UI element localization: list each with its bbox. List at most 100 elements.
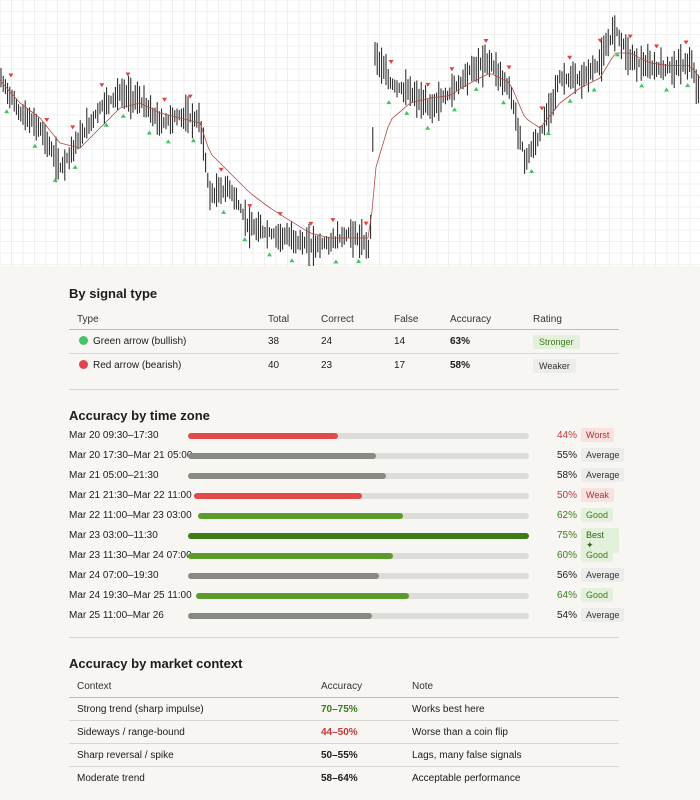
accuracy-percent: 75%	[556, 530, 577, 541]
time-zone-title: Accuracy by time zone	[69, 408, 210, 423]
accuracy-percent: 44%	[556, 430, 577, 441]
market-context-row: Strong trend (sharp impulse) 70–75% Works …	[69, 697, 619, 721]
signal-false: 14	[394, 329, 450, 354]
signal-total: 38	[268, 329, 321, 354]
time-zone-row: Mar 25 11:00–Mar 26 54% Average	[69, 606, 625, 626]
time-zone-row: Mar 21 21:30–Mar 22 11:00 50% Weak	[69, 486, 619, 506]
market-context-note: Works best here	[404, 697, 619, 721]
buy-signal-arrow-icon	[4, 109, 10, 114]
section-divider	[69, 389, 619, 390]
buy-signal-arrow-icon	[404, 110, 410, 115]
sell-signal-arrow-icon	[567, 55, 573, 60]
signal-rating-badge: Stronger	[533, 334, 580, 349]
buy-signal-arrow-icon	[639, 83, 645, 88]
sell-signal-arrow-icon	[125, 72, 131, 77]
accuracy-bar-track	[188, 573, 529, 579]
buy-signal-arrow-icon	[72, 164, 78, 169]
accuracy-bar-track	[188, 453, 529, 459]
time-zone-label: Mar 23 11:30–Mar 24 07:00	[69, 550, 192, 561]
col-rating: Rating	[533, 309, 619, 330]
sell-signal-arrow-icon	[654, 44, 659, 49]
buy-signal-arrow-icon	[591, 87, 597, 92]
col-accuracy: Accuracy	[450, 309, 533, 330]
sell-signal-arrow-icon	[247, 204, 253, 209]
accuracy-bar-fill	[188, 453, 376, 459]
time-zone-label: Mar 21 05:00–21:30	[69, 470, 159, 481]
buy-signal-arrow-icon	[567, 98, 573, 103]
time-zone-label: Mar 21 21:30–Mar 22 11:00	[69, 490, 192, 501]
signal-type-header-row: Type Total Correct False Accuracy Rating	[69, 309, 619, 330]
accuracy-percent: 54%	[556, 610, 577, 621]
col-type: Type	[69, 309, 268, 330]
buy-signal-arrow-icon	[221, 209, 227, 214]
accuracy-rating-badge: Good	[581, 548, 614, 562]
market-context-header-row: Context Accuracy Note	[69, 676, 619, 698]
accuracy-rating-badge: Average	[581, 448, 625, 462]
accuracy-percent: 55%	[556, 450, 577, 461]
sell-signal-arrow-icon	[187, 94, 193, 99]
buy-signal-arrow-icon	[501, 100, 506, 105]
buy-signal-arrow-icon	[386, 100, 392, 105]
sell-signal-arrow-icon	[70, 125, 76, 130]
accuracy-percent: 62%	[556, 510, 577, 521]
accuracy-rating-badge: Worst	[581, 428, 615, 442]
sell-signal-arrow-icon	[44, 118, 50, 122]
market-context-note: Acceptable performance	[412, 772, 521, 784]
time-zone-row: Mar 24 19:30–Mar 25 11:00 64% Good	[69, 586, 619, 606]
sell-signal-arrow-icon	[539, 106, 545, 111]
sell-signal-arrow-icon	[99, 83, 105, 88]
sell-signal-arrow-icon	[683, 40, 689, 45]
col-false: False	[394, 309, 450, 330]
market-context-note: Worse than a coin flip	[404, 720, 619, 744]
signal-type-title: By signal type	[69, 286, 158, 301]
market-context-accuracy: 50–55%	[313, 743, 404, 767]
accuracy-percent: 58%	[556, 470, 577, 481]
accuracy-rating-badge: Average	[581, 568, 625, 582]
signal-dot-icon	[79, 360, 88, 369]
buy-signal-arrow-icon	[146, 130, 152, 135]
sell-signal-arrow-icon	[449, 67, 455, 72]
market-context-accuracy: 70–75%	[313, 697, 404, 721]
accuracy-bar-track	[194, 493, 529, 499]
buy-signal-arrow-icon	[614, 52, 620, 57]
time-zone-row: Mar 23 11:30–Mar 24 07:00 60% Good	[69, 546, 619, 566]
signal-type-label: Green arrow (bullish)	[93, 336, 187, 347]
sell-signal-arrow-icon	[363, 221, 369, 226]
accuracy-bar-fill	[188, 433, 338, 439]
time-zone-label: Mar 24 07:00–19:30	[69, 570, 159, 581]
time-zone-row: Mar 20 09:30–17:30 44% Worst	[69, 426, 619, 446]
market-context-name: Moderate trend	[77, 772, 145, 784]
accuracy-bar-fill	[188, 473, 386, 479]
market-context-name: Sharp reversal / spike	[69, 743, 313, 767]
buy-signal-arrow-icon	[356, 258, 362, 263]
signal-accuracy: 58%	[450, 360, 471, 371]
accuracy-bar-fill	[188, 613, 372, 619]
accuracy-bar-track	[188, 533, 529, 539]
section-divider	[69, 637, 619, 638]
time-zone-label: Mar 20 17:30–Mar 21 05:00	[69, 450, 193, 461]
buy-signal-arrow-icon	[120, 113, 126, 118]
time-zone-label: Mar 25 11:00–Mar 26	[69, 610, 164, 621]
signal-row: Green arrow (bullish) 38 24 14 63% Stronger	[69, 329, 619, 354]
market-context-accuracy: 44–50%	[313, 720, 404, 744]
buy-signal-arrow-icon	[190, 138, 196, 143]
accuracy-bar-track	[196, 593, 529, 599]
time-zone-label: Mar 20 09:30–17:30	[69, 430, 159, 441]
signal-dot-icon	[79, 336, 88, 345]
sell-signal-arrow-icon	[425, 82, 431, 87]
accuracy-bar-fill	[194, 493, 362, 499]
sell-signal-arrow-icon	[8, 73, 14, 78]
price-chart[interactable]	[0, 0, 700, 266]
sell-signal-arrow-icon	[627, 34, 633, 39]
accuracy-bar-track	[188, 553, 529, 559]
accuracy-rating-badge: Good	[581, 508, 614, 522]
buy-signal-arrow-icon	[165, 139, 171, 144]
sell-signal-arrow-icon	[308, 221, 314, 226]
time-zone-row: Mar 22 11:00–Mar 23 03:00 62% Good	[69, 506, 619, 526]
col-context: Context	[69, 676, 313, 698]
signal-correct: 24	[321, 329, 394, 354]
signal-rating-badge: Weaker	[533, 358, 576, 373]
accuracy-bar-fill	[198, 513, 403, 519]
buy-signal-arrow-icon	[309, 265, 311, 266]
col-note: Note	[404, 676, 619, 698]
